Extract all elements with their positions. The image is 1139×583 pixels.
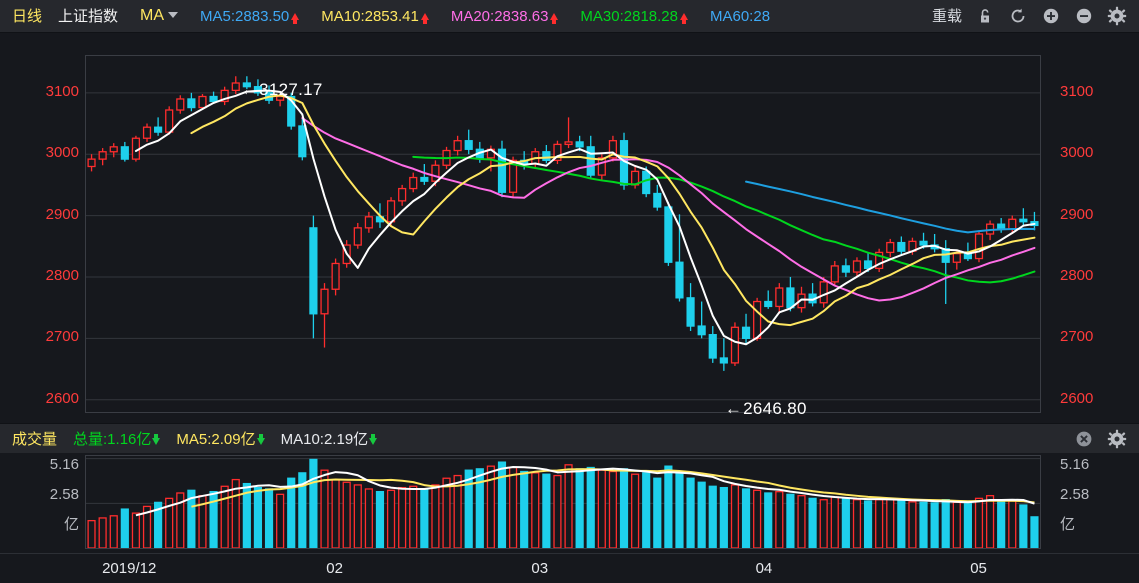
candlestick-chart <box>86 76 1040 401</box>
x-axis-label: 2019/12 <box>102 560 157 577</box>
volume-y-label: 2.58 <box>49 486 79 503</box>
ma10-readout: MA10:2853.41 <box>321 9 429 24</box>
arrow-left-icon: ← <box>240 80 259 100</box>
volume-ma5-value: MA5:2.09亿 <box>176 431 256 448</box>
volume-plot-area[interactable] <box>85 455 1041 549</box>
zoom-out-icon[interactable] <box>1074 6 1094 26</box>
price-y-label: 3000 <box>1060 144 1094 162</box>
price-y-label: 3100 <box>45 82 79 100</box>
ma5-readout: MA5:2883.50 <box>200 7 300 25</box>
volume-ma10-readout: MA10:2.19亿 <box>281 428 378 449</box>
x-axis-label: 02 <box>326 560 343 577</box>
price-y-label: 2600 <box>1060 389 1094 407</box>
gear-icon[interactable] <box>1107 6 1127 26</box>
price-pane: 3100 3000 2900 2800 2700 2600 3100 3000 2900 280… <box>0 33 1139 423</box>
volume-pane: 5.16 2.58 亿 5.16 2.58 亿 <box>0 453 1139 553</box>
volume-y-label: 5.16 <box>49 456 79 473</box>
price-y-label: 2700 <box>45 328 79 346</box>
period-selector[interactable]: 日线 <box>12 7 43 25</box>
price-y-label: 2800 <box>1060 266 1094 284</box>
close-circle-icon[interactable] <box>1074 429 1094 449</box>
ma30-value: MA30:2818.28 <box>580 7 678 25</box>
high-annotation-value: 3127.17 <box>259 80 323 100</box>
trend-down-icon <box>256 434 265 445</box>
lock-open-icon[interactable] <box>975 6 995 26</box>
trend-up-icon <box>291 12 300 24</box>
low-annotation-value: 2646.80 <box>743 398 807 418</box>
ma20-value: MA20:2838.63 <box>450 7 549 25</box>
trend-down-icon <box>369 434 378 445</box>
ma5-value: MA5:2883.50 <box>200 7 290 25</box>
ma60-readout: MA60:28 <box>710 9 770 24</box>
volume-ma10-value: MA10:2.19亿 <box>280 431 369 448</box>
volume-y-label: 亿 <box>63 516 79 533</box>
x-axis-label: 04 <box>755 560 773 577</box>
refresh-icon[interactable] <box>1008 6 1028 26</box>
x-axis-label: 03 <box>531 560 549 577</box>
symbol-name: 上证指数 <box>58 7 119 25</box>
zoom-in-icon[interactable] <box>1041 6 1061 26</box>
price-y-label: 2600 <box>45 389 79 407</box>
trend-up-icon <box>420 12 429 24</box>
trend-up-icon <box>550 12 559 24</box>
price-y-label: 2900 <box>45 205 79 223</box>
price-y-label: 3100 <box>1060 82 1094 100</box>
low-annotation: ←2646.80 <box>725 399 807 419</box>
indicator-label: MA <box>140 7 165 24</box>
indicator-dropdown[interactable]: MA <box>140 7 179 24</box>
volume-y-label: 5.16 <box>1060 456 1090 473</box>
ma60-value: MA60:28 <box>710 7 771 25</box>
volume-chart <box>86 458 1040 548</box>
price-y-label: 2800 <box>45 266 79 284</box>
chevron-down-icon <box>168 12 179 18</box>
chart-toolbar: 日线 上证指数 MA MA5:2883.50 MA10:2853.41 MA20… <box>0 0 1139 33</box>
x-axis-label: 05 <box>970 560 987 577</box>
gear-icon[interactable] <box>1107 429 1127 449</box>
volume-y-label: 亿 <box>1060 516 1076 533</box>
ma20-readout: MA20:2838.63 <box>451 9 559 24</box>
high-annotation: ←3127.17 <box>241 80 323 100</box>
volume-title: 成交量 <box>12 431 58 448</box>
x-axis: 2019/12 02 03 04 05 <box>0 553 1139 583</box>
ma10-value: MA10:2853.41 <box>321 7 419 25</box>
volume-header: 成交量 总量:1.16亿 MA5:2.09亿 MA10:2.19亿 <box>0 423 1139 453</box>
volume-ma5-readout: MA5:2.09亿 <box>176 428 265 449</box>
ma30-readout: MA30:2818.28 <box>580 9 688 24</box>
volume-total-readout: 总量:1.16亿 <box>73 428 161 449</box>
price-plot-area[interactable] <box>85 55 1041 413</box>
price-y-label: 2700 <box>1060 328 1094 346</box>
price-y-label: 2900 <box>1060 205 1094 223</box>
volume-header-actions <box>1061 429 1139 449</box>
volume-total-value: 总量:1.16亿 <box>73 431 152 448</box>
arrow-left-icon: ← <box>724 398 743 418</box>
reload-button[interactable]: 重载 <box>931 7 962 25</box>
volume-y-label: 2.58 <box>1060 486 1090 503</box>
trend-up-icon <box>680 12 688 24</box>
trend-down-icon <box>152 434 161 445</box>
price-y-label: 3000 <box>45 144 79 162</box>
